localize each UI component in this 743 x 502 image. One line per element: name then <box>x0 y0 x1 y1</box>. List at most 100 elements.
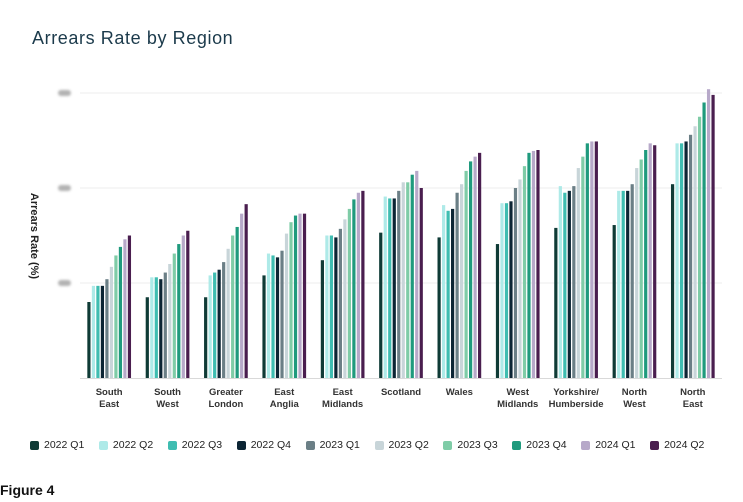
y-tick-label-obscured <box>58 90 71 96</box>
bar-2023-q2-1 <box>168 264 172 378</box>
bar-2024-q1-0 <box>123 239 127 378</box>
bar-2022-q3-8 <box>563 192 567 378</box>
bar-2024-q1-1 <box>181 235 185 378</box>
bar-2023-q4-5 <box>410 174 414 378</box>
bar-2023-q4-9 <box>644 150 648 378</box>
x-tick-label: West Midlands <box>478 387 558 411</box>
chart-title: Arrears Rate by Region <box>32 28 234 48</box>
bar-2022-q4-2 <box>217 269 221 378</box>
bar-2022-q2-10 <box>675 143 679 378</box>
bar-2022-q1-7 <box>495 244 500 378</box>
bar-2024-q1-9 <box>648 143 652 378</box>
legend-label: 2023 Q1 <box>319 439 360 451</box>
bar-2023-q4-3 <box>293 215 298 378</box>
bar-2022-q1-4 <box>320 260 324 378</box>
bar-2024-q2-2 <box>244 204 248 378</box>
bar-2022-q2-3 <box>266 253 271 378</box>
bar-2023-q4-8 <box>585 143 589 378</box>
bar-2022-q2-4 <box>325 235 329 378</box>
bar-2022-q2-5 <box>383 196 387 378</box>
bar-2023-q2-6 <box>460 184 464 378</box>
bar-2023-q3-2 <box>231 235 235 378</box>
bar-2023-q1-2 <box>222 262 226 378</box>
bar-2022-q3-7 <box>504 203 509 378</box>
bar-2022-q1-0 <box>87 302 91 378</box>
legend-label: 2024 Q2 <box>664 439 705 451</box>
bar-2023-q1-8 <box>572 186 576 378</box>
bar-2022-q3-2 <box>213 272 217 378</box>
bar-2022-q3-9 <box>621 190 625 378</box>
bar-2023-q2-9 <box>635 168 639 378</box>
x-tick-label-line: South <box>95 387 123 398</box>
bar-2022-q4-0 <box>100 285 105 378</box>
bar-2024-q1-10 <box>706 89 711 378</box>
figure-caption: Figure 4 <box>0 482 55 498</box>
legend-label: 2022 Q4 <box>250 439 291 451</box>
x-tick-label-line: East <box>274 387 295 398</box>
bar-2022-q1-8 <box>554 227 558 378</box>
bar-2023-q1-1 <box>163 272 167 378</box>
x-tick-label-line: Anglia <box>269 399 299 410</box>
bar-2024-q2-6 <box>478 152 482 378</box>
bar-2024-q1-6 <box>473 156 477 378</box>
legend-swatch <box>98 441 108 450</box>
bar-2023-q3-4 <box>347 208 351 378</box>
legend-swatch <box>167 441 177 450</box>
legend-label: 2023 Q3 <box>457 439 498 451</box>
bar-2022-q1-10 <box>670 184 675 378</box>
x-tick-label: South East <box>69 387 149 411</box>
bar-2022-q3-0 <box>96 285 100 378</box>
bar-2023-q4-4 <box>352 199 356 378</box>
x-tick-label-line: North <box>680 387 706 398</box>
x-tick-label: Scotland <box>361 387 441 399</box>
bar-2024-q1-2 <box>240 213 244 378</box>
y-tick-label-obscured <box>58 185 71 191</box>
bar-2022-q2-6 <box>442 205 446 378</box>
bar-2024-q2-1 <box>186 230 190 378</box>
x-tick-label: Yorkshire/Humberside <box>536 387 616 411</box>
bar-2022-q2-2 <box>208 275 212 378</box>
x-tick-label: South West <box>128 387 208 411</box>
x-tick-label-line: Humberside <box>548 399 604 410</box>
x-tick-label-line: Midlands <box>322 399 364 410</box>
bar-2022-q3-1 <box>154 277 158 378</box>
bar-2022-q1-3 <box>262 275 266 378</box>
x-tick-label-line: North <box>621 387 648 398</box>
bar-2023-q4-1 <box>177 244 181 378</box>
legend-swatch <box>374 441 384 450</box>
bar-2024-q2-9 <box>653 145 657 378</box>
bar-2023-q1-9 <box>630 184 634 378</box>
bar-2023-q2-8 <box>576 168 580 378</box>
legend-swatch <box>512 441 522 450</box>
bar-2023-q3-10 <box>697 116 702 378</box>
bar-2022-q3-10 <box>679 143 684 378</box>
bar-2022-q3-4 <box>329 235 333 378</box>
x-tick-label-line: East <box>99 399 120 410</box>
bar-2024-q1-8 <box>590 141 594 378</box>
bar-2023-q3-9 <box>639 159 643 378</box>
legend-label: 2023 Q2 <box>388 439 429 451</box>
bar-2022-q1-1 <box>145 297 149 378</box>
bar-2022-q4-5 <box>392 198 396 378</box>
legend-label: 2022 Q2 <box>112 439 154 451</box>
bar-2023-q3-0 <box>114 255 118 378</box>
bar-2023-q1-10 <box>688 134 693 378</box>
bar-2022-q3-6 <box>446 210 450 378</box>
legend-label: 2022 Q3 <box>181 439 223 451</box>
x-tick-label-line: Midlands <box>497 399 539 410</box>
bar-2022-q3-3 <box>271 255 275 378</box>
bar-2024-q2-4 <box>361 190 365 378</box>
legend-swatch <box>236 441 246 450</box>
x-tick-label-line: London <box>208 399 244 410</box>
bar-2022-q4-4 <box>334 237 338 378</box>
bar-2022-q4-7 <box>509 201 513 378</box>
bar-2023-q3-6 <box>464 170 468 378</box>
bar-2024-q2-10 <box>711 94 715 379</box>
bar-2023-q2-5 <box>401 182 405 378</box>
bar-2022-q1-2 <box>204 297 208 378</box>
bar-2022-q1-9 <box>612 225 616 378</box>
bar-2023-q1-3 <box>280 250 284 378</box>
legend-label: 2023 Q4 <box>526 439 567 451</box>
bar-2023-q2-2 <box>226 248 230 378</box>
legend-swatch <box>650 441 660 450</box>
